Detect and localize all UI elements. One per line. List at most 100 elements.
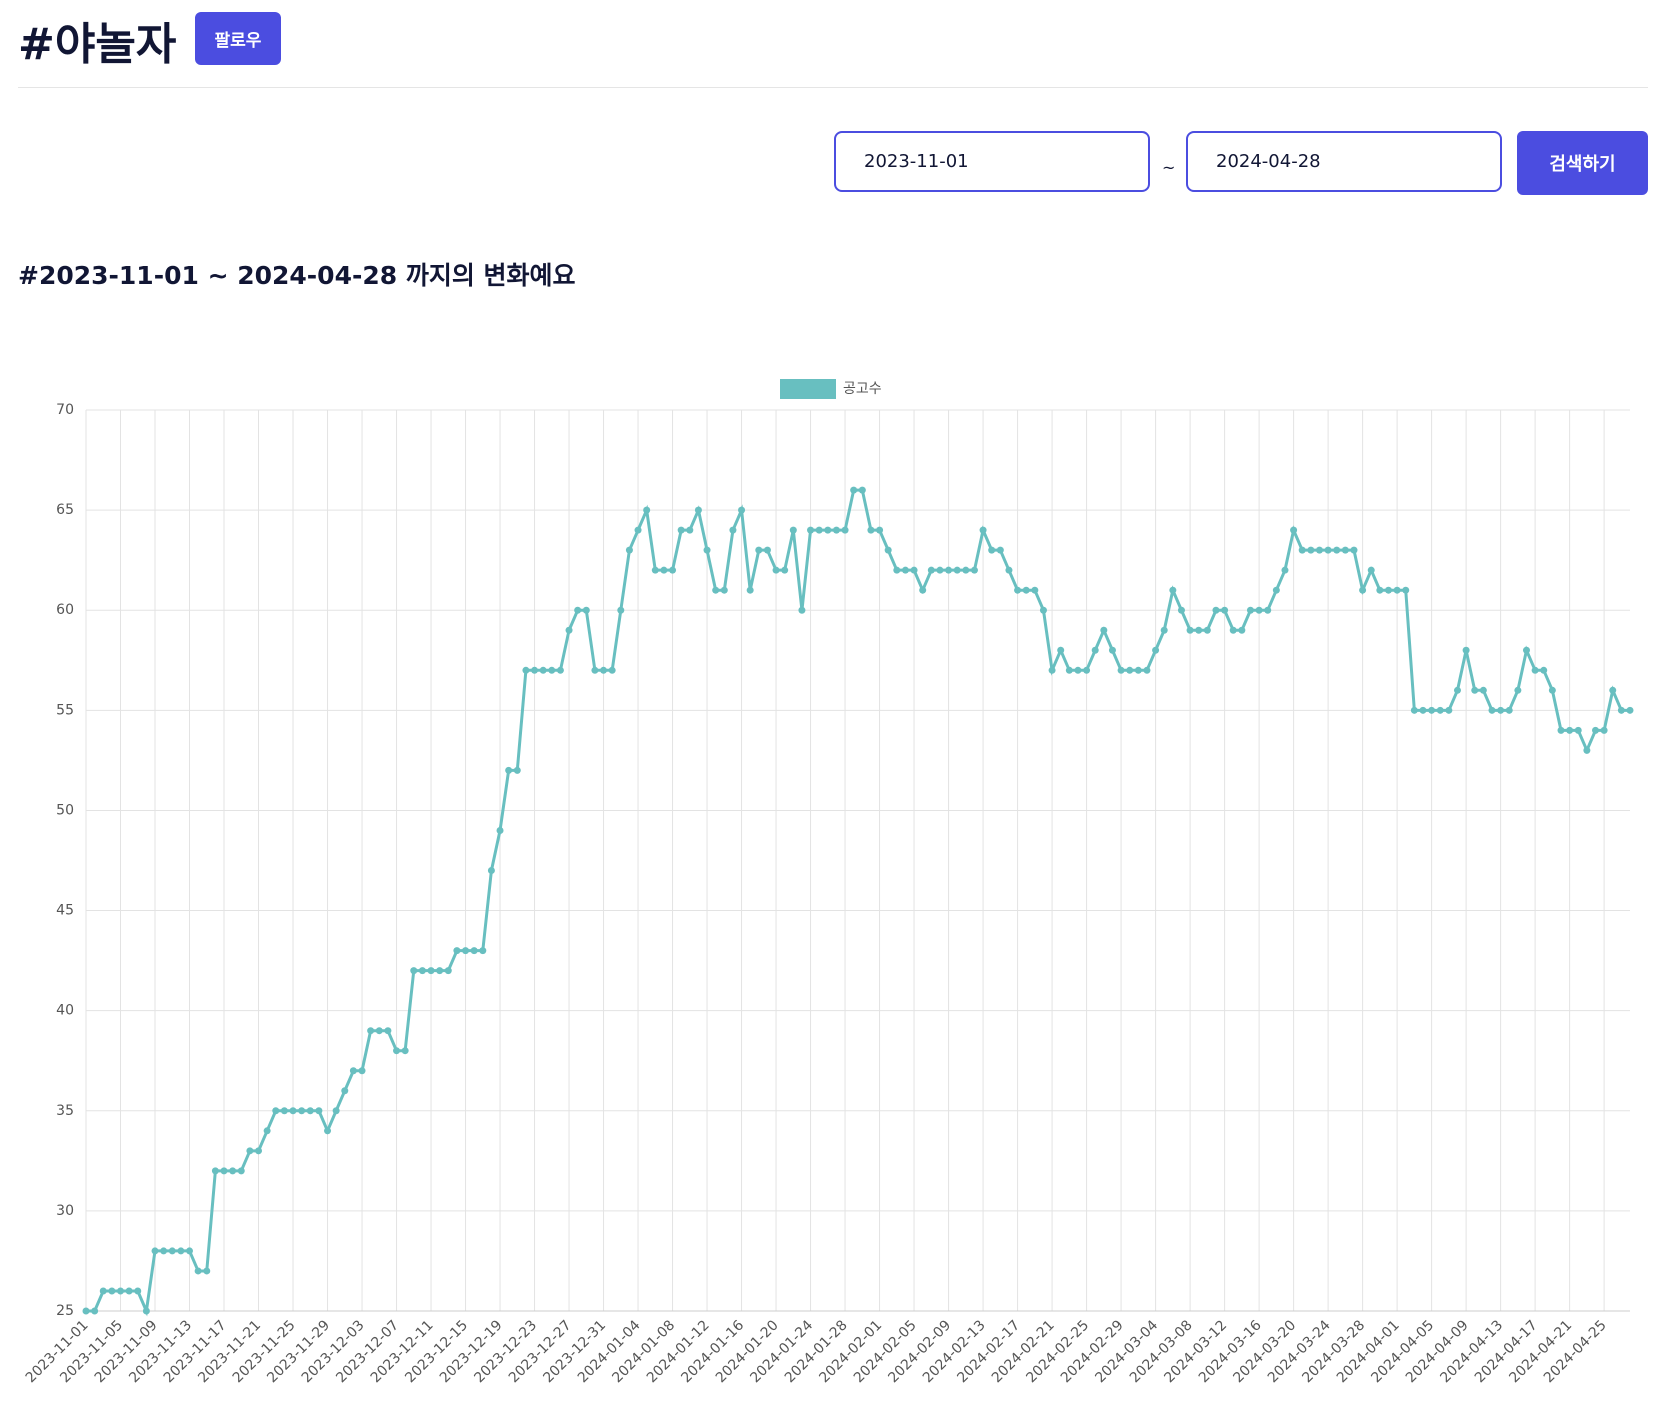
data-point <box>151 1247 159 1255</box>
data-point <box>970 566 978 574</box>
data-point <box>1566 726 1574 734</box>
data-point <box>841 526 849 534</box>
data-point <box>824 526 832 534</box>
data-point <box>211 1167 219 1175</box>
data-point <box>582 606 590 614</box>
date-separator: ~ <box>1162 158 1176 177</box>
data-point <box>1177 606 1185 614</box>
data-point <box>177 1247 185 1255</box>
data-point <box>1074 666 1082 674</box>
data-point <box>1126 666 1134 674</box>
data-point <box>496 826 504 834</box>
follow-button[interactable]: 팔로우 <box>195 12 281 65</box>
data-point <box>996 546 1004 554</box>
data-point <box>1152 646 1160 654</box>
data-point <box>979 526 987 534</box>
data-point <box>1117 666 1125 674</box>
y-tick-label: 60 <box>56 602 74 618</box>
data-point <box>686 526 694 534</box>
data-point <box>487 867 495 875</box>
data-point <box>229 1167 237 1175</box>
data-point <box>832 526 840 534</box>
data-point <box>1315 546 1323 554</box>
data-point <box>574 606 582 614</box>
data-point <box>565 626 573 634</box>
data-point <box>729 526 737 534</box>
data-point <box>315 1107 323 1115</box>
data-point <box>1505 706 1513 714</box>
data-point <box>763 546 771 554</box>
data-point <box>1410 706 1418 714</box>
search-button[interactable]: 검색하기 <box>1517 131 1648 195</box>
data-point <box>1290 526 1298 534</box>
data-point <box>1384 586 1392 594</box>
data-point <box>703 546 711 554</box>
data-point <box>936 566 944 574</box>
data-point <box>1609 686 1617 694</box>
data-point <box>867 526 875 534</box>
data-point <box>746 586 754 594</box>
series-line <box>86 488 1630 1317</box>
data-point <box>1091 646 1099 654</box>
data-point <box>134 1287 142 1295</box>
section-heading: #2023-11-01 ~ 2024-04-28 까지의 변화예요 <box>18 261 576 290</box>
data-point <box>1428 706 1436 714</box>
data-point <box>1221 606 1229 614</box>
data-point <box>720 586 728 594</box>
data-point <box>669 566 677 574</box>
data-point <box>272 1107 280 1115</box>
data-point <box>548 666 556 674</box>
data-point <box>919 586 927 594</box>
data-point <box>1359 586 1367 594</box>
data-point <box>436 967 444 975</box>
data-point <box>1246 606 1254 614</box>
data-point <box>1014 586 1022 594</box>
y-tick-label: 40 <box>56 1003 74 1019</box>
data-point <box>643 506 651 514</box>
y-tick-label: 50 <box>56 802 74 818</box>
data-point <box>418 967 426 975</box>
data-point <box>358 1067 366 1075</box>
data-point <box>1376 586 1384 594</box>
end-date-input[interactable]: 2024-04-28 <box>1186 131 1502 192</box>
data-point <box>651 566 659 574</box>
data-point <box>1203 626 1211 634</box>
data-point <box>142 1307 150 1315</box>
data-point <box>625 546 633 554</box>
data-point <box>789 526 797 534</box>
data-point <box>1134 666 1142 674</box>
data-point <box>1497 706 1505 714</box>
data-point <box>1367 566 1375 574</box>
data-point <box>194 1267 202 1275</box>
y-tick-label: 70 <box>56 402 74 418</box>
data-point <box>901 566 909 574</box>
data-point <box>591 666 599 674</box>
data-point <box>1195 626 1203 634</box>
data-point <box>1333 546 1341 554</box>
start-date-input[interactable]: 2023-11-01 <box>834 131 1150 192</box>
data-point <box>1108 646 1116 654</box>
data-point <box>349 1067 357 1075</box>
data-point <box>807 526 815 534</box>
data-point <box>772 566 780 574</box>
data-point <box>1617 706 1625 714</box>
data-point <box>1022 586 1030 594</box>
data-point <box>1341 546 1349 554</box>
data-point <box>634 526 642 534</box>
legend-swatch <box>780 379 836 399</box>
data-point <box>479 947 487 955</box>
data-point <box>1169 586 1177 594</box>
divider <box>18 87 1648 88</box>
data-point <box>1522 646 1530 654</box>
y-tick-label: 45 <box>56 903 74 919</box>
data-point <box>522 666 530 674</box>
data-point <box>1307 546 1315 554</box>
data-point <box>99 1287 107 1295</box>
data-point <box>462 947 470 955</box>
data-point <box>410 967 418 975</box>
data-point <box>427 967 435 975</box>
y-tick-label: 55 <box>56 702 74 718</box>
data-point <box>531 666 539 674</box>
data-point <box>1471 686 1479 694</box>
